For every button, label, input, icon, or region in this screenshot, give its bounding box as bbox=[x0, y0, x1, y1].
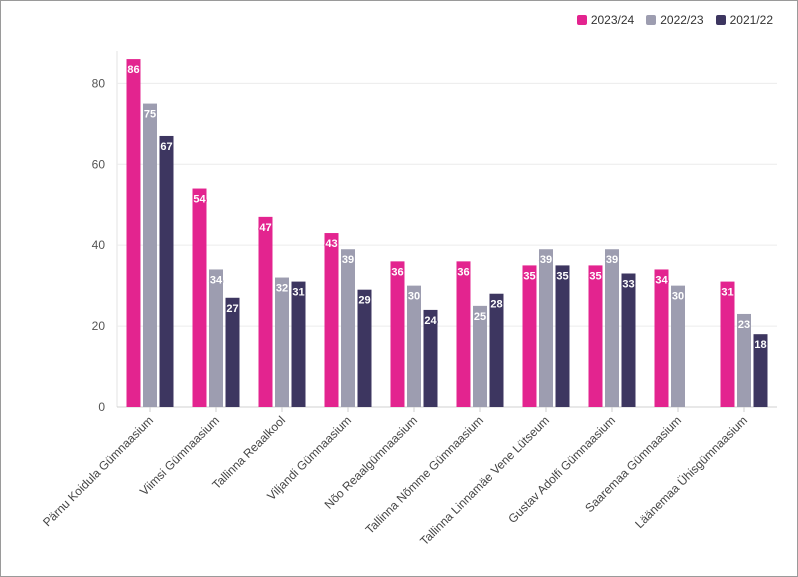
bar-value-label: 47 bbox=[259, 222, 271, 234]
bar[interactable] bbox=[621, 273, 636, 408]
bar-value-label: 39 bbox=[342, 254, 354, 266]
bar-value-label: 35 bbox=[556, 270, 568, 282]
x-category-label: Pärnu Koidula Gümnaasium bbox=[40, 413, 156, 529]
bar[interactable] bbox=[291, 281, 306, 407]
x-category-label: Tallinna Linnamäe Vene Lütseum bbox=[417, 413, 552, 548]
bar-value-label: 75 bbox=[144, 109, 156, 121]
bar-value-label: 39 bbox=[606, 254, 618, 266]
bar[interactable] bbox=[555, 265, 570, 407]
bar[interactable] bbox=[324, 233, 339, 407]
bar-value-label: 31 bbox=[292, 287, 304, 299]
bar-value-label: 27 bbox=[226, 303, 238, 315]
bar-value-label: 32 bbox=[276, 283, 288, 295]
bar-value-label: 30 bbox=[672, 291, 684, 303]
legend-item-2022-23[interactable]: 2022/23 bbox=[646, 13, 704, 27]
bar[interactable] bbox=[341, 249, 355, 407]
bar-value-label: 29 bbox=[358, 295, 370, 307]
bar-value-label: 31 bbox=[721, 287, 733, 299]
bar[interactable] bbox=[539, 249, 553, 407]
bar-value-label: 33 bbox=[622, 279, 634, 291]
bar[interactable] bbox=[489, 293, 504, 407]
legend-swatch-2021-22 bbox=[715, 15, 726, 25]
bar[interactable] bbox=[126, 59, 141, 407]
x-category-label: Tallinna Nõmme Gümnaasium bbox=[363, 413, 487, 537]
bar[interactable] bbox=[671, 285, 685, 407]
bar[interactable] bbox=[737, 313, 751, 407]
bar-value-label: 35 bbox=[589, 270, 601, 282]
chart-legend: 2023/24 2022/23 2021/22 bbox=[576, 13, 773, 27]
bar-value-label: 24 bbox=[424, 315, 437, 327]
legend-label-2021-22: 2021/22 bbox=[729, 13, 773, 27]
bar[interactable] bbox=[720, 281, 735, 407]
y-tick-label: 40 bbox=[92, 238, 106, 252]
bar-value-label: 18 bbox=[754, 339, 766, 351]
legend-swatch-2022-23 bbox=[646, 15, 657, 25]
bar-value-label: 43 bbox=[325, 238, 337, 250]
bar[interactable] bbox=[143, 103, 157, 407]
bar-value-label: 35 bbox=[523, 270, 535, 282]
bar[interactable] bbox=[522, 265, 537, 407]
x-category-label: Läänemaa Ühisgümnaasium bbox=[632, 413, 750, 531]
bar[interactable] bbox=[275, 277, 289, 407]
bar-value-label: 39 bbox=[540, 254, 552, 266]
bar[interactable] bbox=[225, 297, 240, 407]
legend-item-2021-22[interactable]: 2021/22 bbox=[715, 13, 773, 27]
bar[interactable] bbox=[605, 249, 619, 407]
bar-value-label: 34 bbox=[210, 274, 223, 286]
bar[interactable] bbox=[654, 269, 669, 407]
bar-value-label: 28 bbox=[490, 299, 502, 311]
legend-label-2023-24: 2023/24 bbox=[590, 13, 635, 27]
bar-value-label: 86 bbox=[127, 64, 139, 76]
bar-value-label: 34 bbox=[655, 274, 668, 286]
bar-value-label: 25 bbox=[474, 311, 486, 323]
bar[interactable] bbox=[159, 135, 174, 408]
bar[interactable] bbox=[357, 289, 372, 407]
bar-value-label: 36 bbox=[391, 266, 403, 278]
legend-item-2023-24[interactable]: 2023/24 bbox=[576, 13, 635, 27]
bar[interactable] bbox=[456, 261, 471, 407]
legend-label-2022-23: 2022/23 bbox=[660, 13, 704, 27]
bar-value-label: 54 bbox=[193, 194, 206, 206]
bar[interactable] bbox=[209, 269, 223, 407]
bar[interactable] bbox=[473, 305, 487, 407]
y-tick-label: 80 bbox=[92, 76, 106, 90]
bar-value-label: 36 bbox=[457, 266, 469, 278]
y-tick-label: 60 bbox=[92, 157, 106, 171]
legend-swatch-2023-24 bbox=[576, 15, 587, 25]
bar[interactable] bbox=[588, 265, 603, 407]
bar[interactable] bbox=[423, 309, 438, 407]
bar-value-label: 67 bbox=[160, 141, 172, 153]
bar[interactable] bbox=[258, 216, 273, 407]
bar[interactable] bbox=[753, 334, 768, 407]
x-category-label: Gustav Adolfi Gümnaasium bbox=[505, 413, 618, 526]
y-tick-label: 20 bbox=[92, 319, 106, 333]
bar-value-label: 30 bbox=[408, 291, 420, 303]
bar[interactable] bbox=[407, 285, 421, 407]
y-tick-label: 0 bbox=[98, 400, 105, 414]
bar[interactable] bbox=[390, 261, 405, 407]
bar-value-label: 23 bbox=[738, 319, 750, 331]
bar[interactable] bbox=[192, 188, 207, 407]
